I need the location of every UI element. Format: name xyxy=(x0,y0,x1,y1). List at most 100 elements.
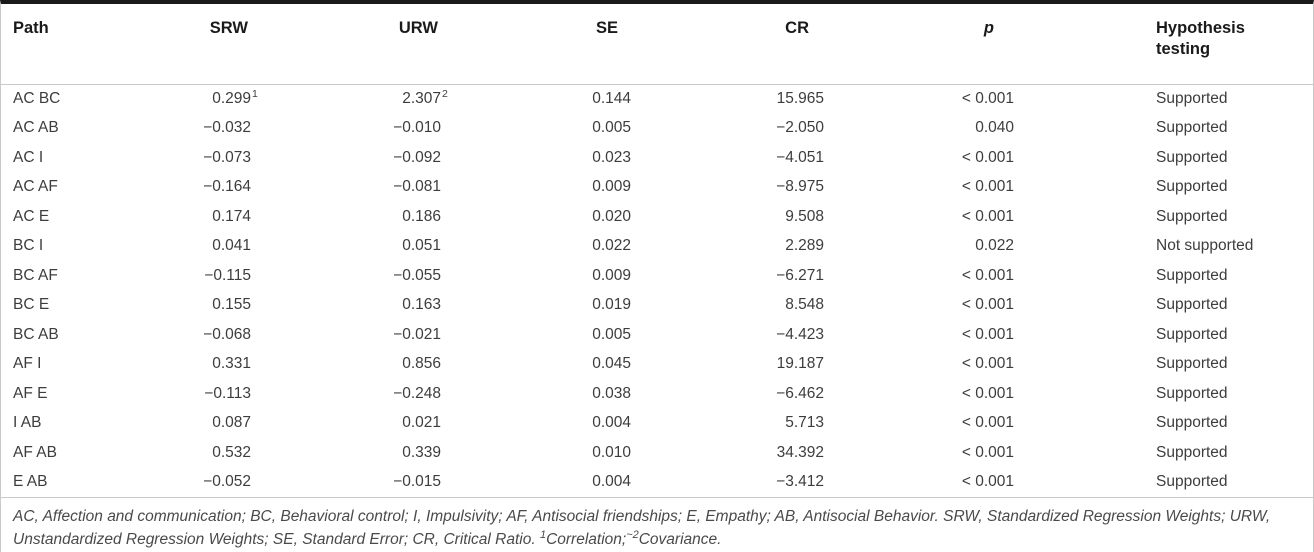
cell-path: AF E xyxy=(13,384,48,402)
cell-p: < 0.001 xyxy=(961,355,1014,373)
table-row: AF I 0.331 0.856 0.045 19.187 < 0.001 Su… xyxy=(1,350,1313,380)
cell-se: 0.023 xyxy=(592,148,631,166)
cell-srw: −0.032 xyxy=(203,119,251,137)
cell-urw: −0.015 xyxy=(393,473,441,491)
results-table: Path SRW URW SE CR p Hypothesis testing … xyxy=(1,4,1313,497)
cell-path: BC I xyxy=(13,237,44,255)
cell-cr: −8.975 xyxy=(776,178,824,196)
cell-se: 0.009 xyxy=(592,178,631,196)
cell-p: < 0.001 xyxy=(961,207,1014,225)
cell-se: 0.144 xyxy=(592,90,631,107)
cell-hypothesis: Supported xyxy=(1156,207,1228,225)
table-row: BC AB −0.068 −0.021 0.005 −4.423 < 0.001… xyxy=(1,320,1313,350)
table-row: E AB −0.052 −0.015 0.004 −3.412 < 0.001 … xyxy=(1,468,1313,498)
cell-hypothesis: Supported xyxy=(1156,384,1228,402)
cell-se: 0.004 xyxy=(592,414,631,432)
cell-cr: −4.423 xyxy=(776,325,824,343)
cell-srw: −0.164 xyxy=(203,178,251,196)
column-header-srw: SRW xyxy=(146,4,256,85)
cell-urw: 0.856 xyxy=(402,355,441,373)
table-row: AC AF −0.164 −0.081 0.009 −8.975 < 0.001… xyxy=(1,173,1313,203)
cell-cr: 19.187 xyxy=(776,355,824,373)
cell-p: < 0.001 xyxy=(961,90,1014,107)
cell-p: < 0.001 xyxy=(961,325,1014,343)
cell-path: AF I xyxy=(13,355,42,373)
table-row: I AB 0.087 0.021 0.004 5.713 < 0.001 Sup… xyxy=(1,409,1313,439)
cell-urw: 0.339 xyxy=(402,443,441,461)
cell-se: 0.045 xyxy=(592,355,631,373)
cell-hypothesis: Supported xyxy=(1156,148,1228,166)
column-header-p: p xyxy=(829,4,1019,85)
footnote-text: AC, Affection and communication; BC, Beh… xyxy=(13,508,1271,548)
cell-urw: −0.055 xyxy=(393,266,441,284)
cell-cr: −4.051 xyxy=(776,148,824,166)
cell-srw: 0.155 xyxy=(212,296,251,314)
cell-se: 0.038 xyxy=(592,384,631,402)
table-row: AC E 0.174 0.186 0.020 9.508 < 0.001 Sup… xyxy=(1,202,1313,232)
cell-hypothesis: Supported xyxy=(1156,325,1228,343)
cell-srw: −0.068 xyxy=(203,325,251,343)
cell-srw: 0.532 xyxy=(212,443,251,461)
cell-srw: −0.113 xyxy=(204,384,251,402)
cell-cr: 34.392 xyxy=(776,443,824,461)
cell-path: AC E xyxy=(13,207,50,225)
cell-hypothesis: Supported xyxy=(1156,178,1228,196)
cell-hypothesis: Supported xyxy=(1156,355,1228,373)
cell-p: 0.040 xyxy=(975,119,1014,137)
cell-hypothesis: Supported xyxy=(1156,443,1228,461)
cell-urw: −0.092 xyxy=(393,148,441,166)
cell-hypothesis: Supported xyxy=(1156,296,1228,314)
cell-srw: 0.331 xyxy=(212,355,251,373)
cell-p: 0.022 xyxy=(975,237,1014,255)
cell-cr: −3.412 xyxy=(776,473,824,491)
cell-hypothesis: Supported xyxy=(1156,266,1228,284)
table-row: AF AB 0.532 0.339 0.010 34.392 < 0.001 S… xyxy=(1,438,1313,468)
cell-urw: 0.051 xyxy=(402,237,441,255)
cell-cr: 15.965 xyxy=(776,90,824,107)
cell-urw: −0.010 xyxy=(393,119,441,137)
table-footnote: AC, Affection and communication; BC, Beh… xyxy=(1,497,1313,551)
cell-se: 0.005 xyxy=(592,119,631,137)
cell-se: 0.019 xyxy=(592,296,631,314)
cell-path: I AB xyxy=(13,414,42,432)
cell-hypothesis: Not supported xyxy=(1156,237,1254,255)
cell-path: AC AF xyxy=(13,178,58,196)
cell-p: < 0.001 xyxy=(961,148,1014,166)
cell-urw: −0.021 xyxy=(393,325,441,343)
column-header-cr: CR xyxy=(636,4,829,85)
cell-hypothesis: Supported xyxy=(1156,119,1228,137)
cell-path: AC AB xyxy=(13,119,59,137)
column-header-se: SE xyxy=(446,4,636,85)
cell-urw: 0.021 xyxy=(402,414,441,432)
cell-srw: 0.174 xyxy=(212,207,251,225)
table-body: AC BC 0.2991 2.3072 0.144 15.965 < 0.001… xyxy=(1,84,1313,497)
cell-p: < 0.001 xyxy=(961,266,1014,284)
cell-hypothesis: Supported xyxy=(1156,90,1228,107)
cell-cr: −6.462 xyxy=(776,384,824,402)
cell-se: 0.009 xyxy=(592,266,631,284)
cell-se: 0.005 xyxy=(592,325,631,343)
cell-cr: 5.713 xyxy=(785,414,824,432)
cell-hypothesis: Supported xyxy=(1156,473,1228,491)
cell-urw: 0.186 xyxy=(402,207,441,225)
cell-p: < 0.001 xyxy=(961,296,1014,314)
cell-path: E AB xyxy=(13,473,48,491)
cell-hypothesis: Supported xyxy=(1156,414,1228,432)
cell-urw: 0.163 xyxy=(402,296,441,314)
table-row: AC I −0.073 −0.092 0.023 −4.051 < 0.001 … xyxy=(1,143,1313,173)
cell-se: 0.010 xyxy=(592,443,631,461)
cell-srw: 0.2991 xyxy=(212,88,258,107)
cell-cr: 9.508 xyxy=(785,207,824,225)
column-header-hypothesis: Hypothesis testing xyxy=(1019,4,1313,85)
cell-path: BC E xyxy=(13,296,50,314)
table-row: BC I 0.041 0.051 0.022 2.289 0.022 Not s… xyxy=(1,232,1313,262)
cell-se: 0.004 xyxy=(592,473,631,491)
cell-p: < 0.001 xyxy=(961,414,1014,432)
cell-p: < 0.001 xyxy=(961,178,1014,196)
cell-srw: −0.052 xyxy=(203,473,251,491)
cell-p: < 0.001 xyxy=(961,443,1014,461)
cell-srw: 0.041 xyxy=(212,237,251,255)
cell-path: AC I xyxy=(13,148,44,166)
cell-srw: 0.087 xyxy=(212,414,251,432)
